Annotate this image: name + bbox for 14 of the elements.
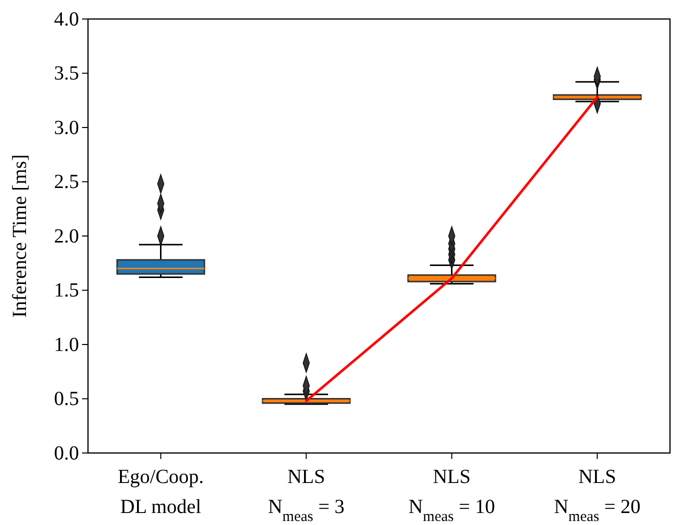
x-tick-label: Ego/Coop. DL model [118, 466, 204, 518]
y-tick-label: 2.5 [54, 171, 79, 194]
x-tick-label: NLS N$_{meas}$ = 3 [268, 466, 345, 525]
x-tick-label: NLS N$_{meas}$ = 10 [408, 466, 496, 525]
y-tick-label: 3.0 [54, 116, 79, 139]
y-tick-label: 0.0 [54, 442, 79, 464]
y-tick-label: 2.0 [54, 225, 79, 248]
y-tick-label: 1.5 [54, 280, 79, 302]
y-tick-label: 0.5 [54, 388, 79, 410]
x-tick-label: NLS N$_{meas}$ = 20 [554, 466, 641, 525]
y-tick-label: 4.0 [54, 8, 79, 30]
y-axis-title: Inference Time [ms] [9, 154, 31, 318]
y-tick-label: 1.0 [54, 334, 79, 356]
y-tick-label: 3.5 [54, 62, 79, 85]
